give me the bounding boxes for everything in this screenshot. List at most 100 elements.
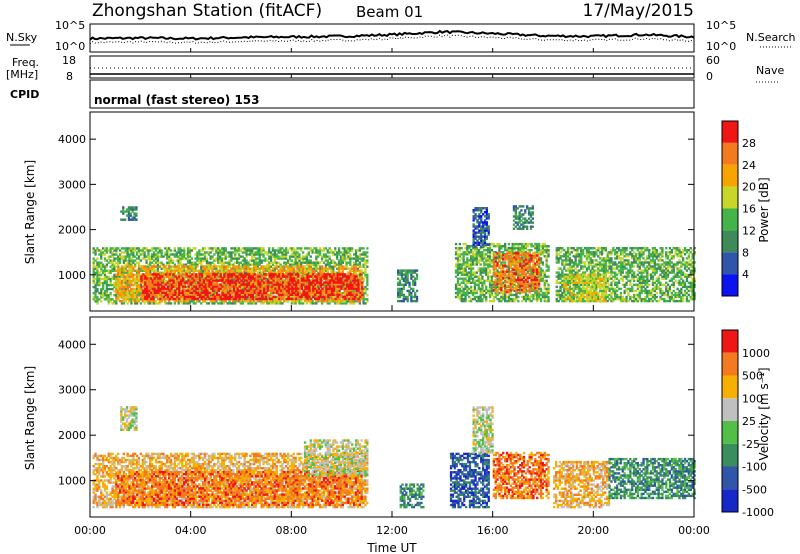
power-cell (366, 294, 368, 296)
power-cell (178, 265, 180, 267)
power-cell (322, 288, 324, 290)
power-cell (155, 296, 157, 298)
power-cell (108, 302, 110, 304)
power-cell (121, 280, 123, 282)
power-cell (308, 292, 310, 294)
power-cell (136, 296, 138, 298)
power-cell (351, 249, 353, 251)
power-cell (110, 272, 112, 274)
freq-tick-top: 18 (62, 54, 76, 67)
power-cell (268, 265, 270, 267)
power-cell (304, 265, 306, 267)
cpid-panel: CPID normal (fast stereo) 153 (10, 80, 694, 108)
power-cell (248, 273, 250, 275)
nsky-tick-bottom: 10^0 (55, 40, 85, 53)
power-cell (191, 249, 193, 251)
power-cell (195, 279, 197, 281)
power-cell (351, 247, 353, 249)
power-cell (262, 247, 264, 249)
power-cell (252, 298, 254, 300)
power-cell (282, 273, 284, 275)
power-cell (361, 298, 363, 300)
power-cell (323, 249, 325, 251)
power-cell (364, 290, 366, 292)
power-cell (211, 267, 213, 269)
power-cell (240, 273, 242, 275)
power-cell (293, 267, 295, 269)
power-cell (119, 262, 121, 264)
power-cell (208, 292, 210, 294)
power-cell (306, 302, 308, 304)
power-cell (323, 298, 325, 300)
power-cell (355, 265, 357, 267)
power-cell (138, 255, 140, 257)
power-cell (201, 275, 203, 277)
power-cell (231, 292, 233, 294)
power-cell (361, 265, 363, 267)
power-cell (247, 265, 249, 267)
power-cell (155, 269, 157, 271)
power-cell (146, 298, 148, 300)
power-cell (364, 268, 366, 270)
power-cell (130, 302, 132, 304)
power-cell (225, 288, 227, 290)
power-cell (285, 255, 287, 257)
power-cell (285, 247, 287, 249)
power-cell (272, 247, 274, 249)
power-cell (186, 273, 188, 275)
power-cell (287, 249, 289, 251)
power-cell (195, 275, 197, 277)
power-cell (169, 298, 171, 300)
power-cell (359, 302, 361, 304)
power-cell (359, 249, 361, 251)
power-cell (182, 273, 184, 275)
power-cell (345, 302, 347, 304)
power-cell (163, 277, 165, 279)
power-cell (238, 253, 240, 255)
power-cell (297, 275, 299, 277)
power-cell (148, 288, 150, 290)
power-cell (180, 281, 182, 283)
power-cell (308, 288, 310, 290)
date-label: 17/May/2015 (583, 1, 695, 21)
nave-tick-bottom: 0 (706, 70, 713, 83)
power-cell (138, 298, 140, 300)
power-cell (119, 267, 121, 269)
power-cell (130, 265, 132, 267)
power-cell (206, 290, 208, 292)
nsearch-label: N.Search (746, 31, 796, 44)
power-cell (189, 302, 191, 304)
power-cell (159, 247, 161, 249)
power-cell (271, 298, 273, 300)
power-cell (255, 265, 257, 267)
power-cell (123, 302, 125, 304)
power-cell (276, 265, 278, 267)
power-cell (223, 273, 225, 275)
power-cell (127, 302, 129, 304)
power-cell (144, 281, 146, 283)
power-cell (183, 247, 185, 249)
power-cell (200, 302, 202, 304)
power-cell (98, 284, 100, 286)
power-cell (282, 281, 284, 283)
power-heatmap (93, 205, 696, 304)
power-cell (262, 302, 264, 304)
nave-label: Nave (756, 64, 784, 77)
power-cell (291, 259, 293, 261)
power-cell (132, 274, 134, 276)
power-cell (144, 265, 146, 267)
power-cell (216, 275, 218, 277)
power-cell (221, 265, 223, 267)
cpid-label: CPID (10, 88, 39, 101)
power-cell (263, 288, 265, 290)
fitacf-summary-plot: Zhongshan Station (fitACF) Beam 01 17/Ma… (0, 0, 800, 554)
power-cell (172, 273, 174, 275)
power-cell (165, 273, 167, 275)
power-cell (204, 265, 206, 267)
power-cell (342, 262, 344, 264)
power-cell (211, 255, 213, 257)
power-cell (102, 284, 104, 286)
power-cell (208, 267, 210, 269)
power-cell (279, 265, 281, 267)
